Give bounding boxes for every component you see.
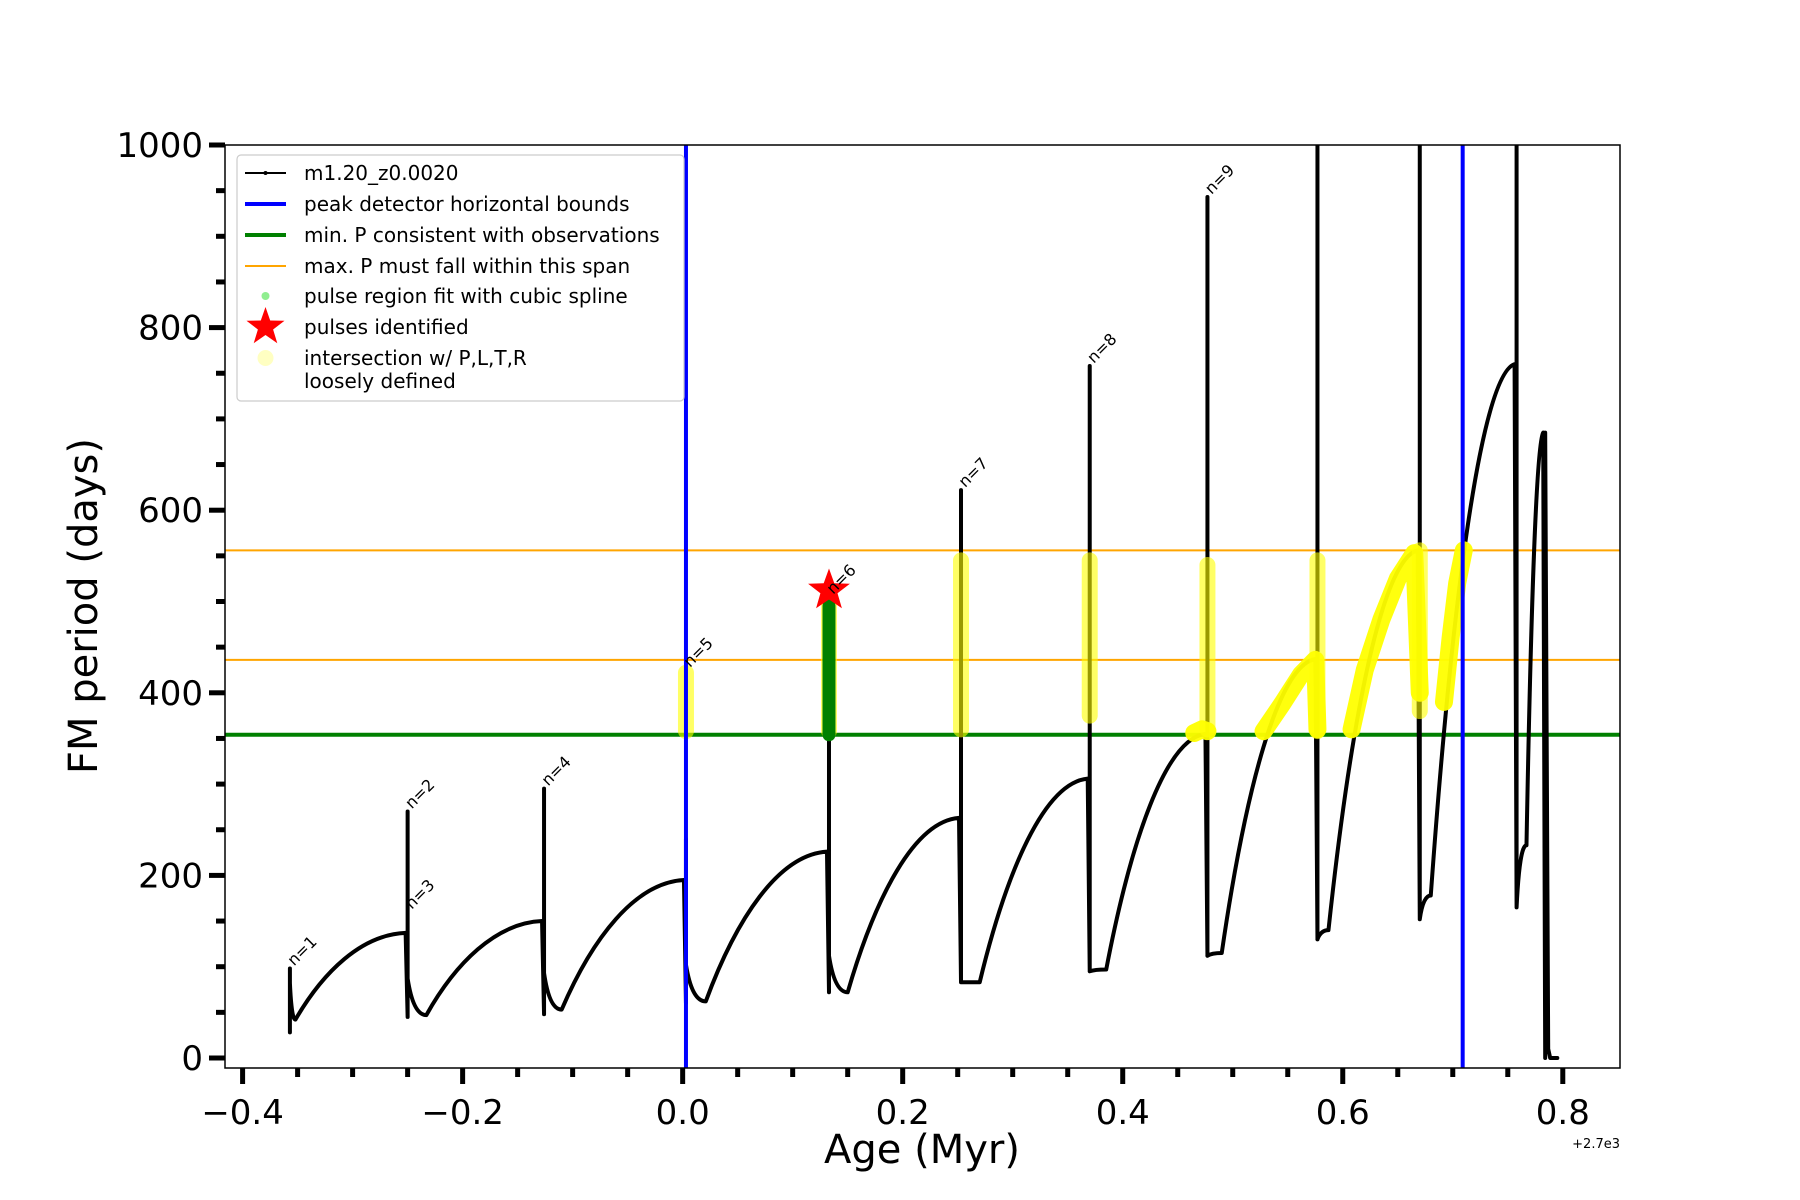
x-tick-label: 0.0: [656, 1093, 710, 1133]
y-tick-label: 800: [138, 309, 203, 349]
x-axis-label: Age (Myr): [824, 1127, 1020, 1173]
x-tick-label: −0.4: [201, 1093, 284, 1133]
legend-label: pulses identified: [304, 315, 469, 339]
y-tick-label: 0: [181, 1039, 203, 1079]
pulse-star-markers: [808, 568, 850, 609]
intersection-region-8: [1254, 650, 1327, 741]
legend-item: min. P consistent with observations: [245, 223, 660, 247]
legend-item: pulses identified: [246, 307, 469, 344]
pulse-annotations: n=1n=2n=3n=4n=5n=6n=7n=8n=9: [283, 161, 1238, 970]
legend-label: min. P consistent with observations: [304, 223, 660, 247]
x-axis: −0.4 −0.2 0.0 0.2 0.4 0.6 0.8: [201, 1068, 1590, 1133]
plot-frame: [224, 144, 1621, 1069]
legend-label: max. P must fall within this span: [304, 254, 630, 278]
y-tick-label: 400: [138, 674, 203, 714]
x-tick-label: 0.8: [1536, 1093, 1590, 1133]
y-tick-label: 200: [138, 856, 203, 896]
y-tick-label: 600: [138, 491, 203, 531]
legend-item: peak detector horizontal bounds: [245, 192, 630, 216]
legend-label: peak detector horizontal bounds: [304, 192, 630, 216]
legend-item: max. P must fall within this span: [245, 254, 630, 278]
x-tick-label: 0.6: [1316, 1093, 1370, 1133]
legend-item: m1.20_z0.0020: [245, 161, 459, 185]
x-axis-offset: +2.7e3: [1572, 1137, 1620, 1152]
legend-box: [236, 154, 685, 402]
x-tick-label: −0.2: [421, 1093, 504, 1133]
x-tick-label: 0.4: [1096, 1093, 1150, 1133]
legend-item: pulse region fit with cubic spline: [261, 284, 628, 308]
legend-star-icon: [246, 307, 285, 344]
legend-label: intersection w/ P,L,T,R: [304, 346, 527, 370]
vertical-bound-lines: [683, 145, 1465, 1068]
y-tick-label: 1000: [116, 126, 203, 166]
legend-label: pulse region fit with cubic spline: [304, 284, 628, 308]
x-tick-label: 0.2: [876, 1093, 930, 1133]
y-axis: 0 200 400 600 800 1000: [116, 126, 225, 1079]
pulse-star-0: [808, 568, 850, 609]
legend-label: m1.20_z0.0020: [304, 161, 459, 185]
legend-dot-icon: [257, 350, 274, 366]
legend-dot-icon: [261, 292, 270, 300]
legend-label-line2: loosely defined: [304, 369, 456, 393]
horizontal-reference-lines: [225, 549, 1620, 737]
intersection-region-7: [1185, 720, 1217, 742]
intersection-region-10: [1434, 541, 1473, 711]
intersection-region-9: [1342, 544, 1429, 739]
y-axis-label: FM period (days): [61, 438, 107, 774]
legend-marker-dot-icon: [263, 171, 268, 175]
